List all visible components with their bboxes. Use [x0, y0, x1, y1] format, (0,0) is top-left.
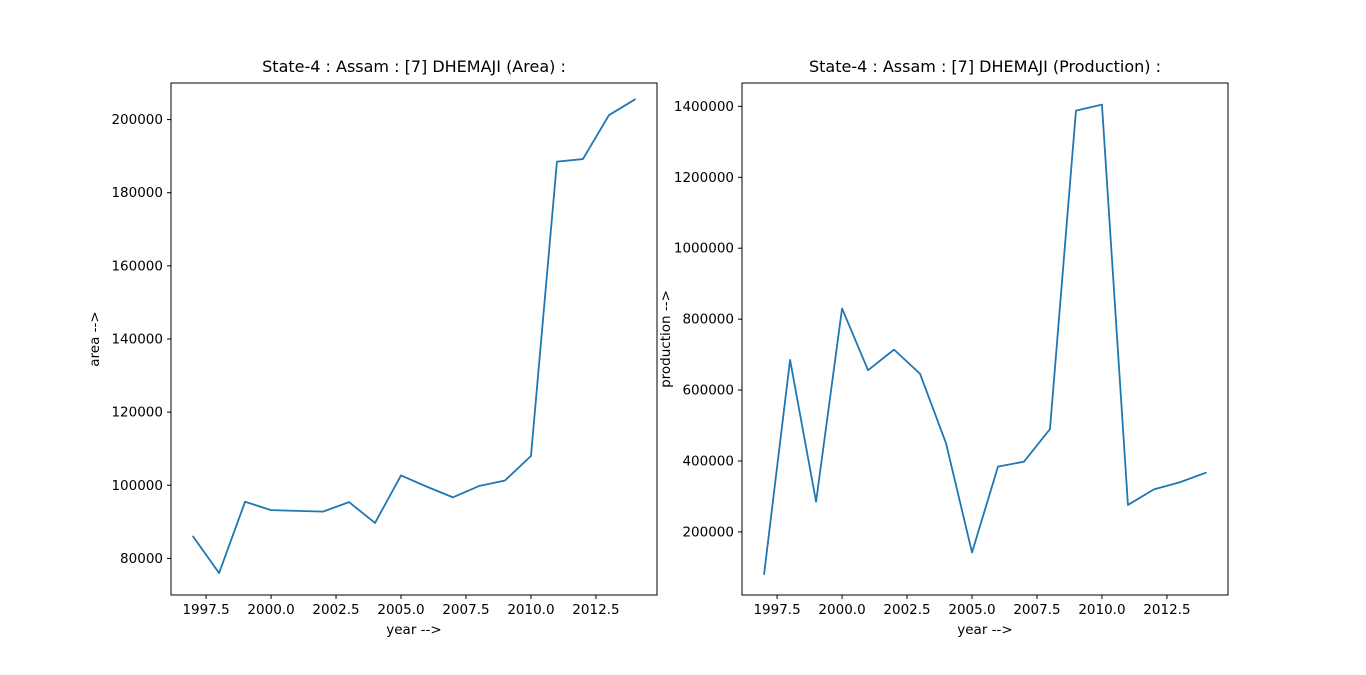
- x-tick-label: 2007.5: [442, 602, 489, 618]
- y-tick-label: 200000: [111, 112, 163, 128]
- area-y-axis-ticks: 80000 100000 120000 140000 160000 180000 20000…: [111, 112, 171, 567]
- area-plot-border: [170, 82, 658, 596]
- y-tick-label: 1200000: [674, 170, 734, 186]
- y-tick-label: 800000: [682, 312, 734, 328]
- area-chart: State-4 : Assam : [7] DHEMAJI (Area) : 1…: [87, 57, 658, 638]
- area-chart-title: State-4 : Assam : [7] DHEMAJI (Area) :: [262, 57, 566, 76]
- x-tick-label: 2010.0: [507, 602, 554, 618]
- x-tick-label: 2007.5: [1013, 602, 1060, 618]
- x-tick-label: 2002.5: [883, 602, 930, 618]
- y-tick-label: 160000: [111, 258, 163, 274]
- production-plot-border: [741, 82, 1229, 596]
- x-tick-label: 2012.5: [1143, 602, 1190, 618]
- y-tick-label: 180000: [111, 185, 163, 201]
- production-chart: State-4 : Assam : [7] DHEMAJI (Productio…: [658, 57, 1229, 638]
- y-tick-label: 1000000: [674, 241, 734, 257]
- y-tick-label: 80000: [120, 551, 163, 567]
- x-tick-label: 2000.0: [818, 602, 865, 618]
- production-x-axis-label: year -->: [957, 622, 1012, 638]
- y-tick-label: 120000: [111, 405, 163, 421]
- production-y-axis-ticks: 200000 400000 600000 800000 1000000 1200000 14…: [674, 99, 742, 540]
- area-series-line: [192, 98, 636, 574]
- x-tick-label: 2010.0: [1078, 602, 1125, 618]
- production-x-axis-ticks: 1997.5 2000.0 2002.5 2005.0 2007.5 2010.0 2012…: [753, 595, 1191, 618]
- x-tick-label: 2000.0: [247, 602, 294, 618]
- y-tick-label: 1400000: [674, 99, 734, 115]
- y-tick-label: 140000: [111, 332, 163, 348]
- y-tick-label: 400000: [682, 453, 734, 469]
- x-tick-label: 2005.0: [377, 602, 424, 618]
- x-tick-label: 2005.0: [948, 602, 995, 618]
- y-tick-label: 200000: [682, 524, 734, 540]
- production-series-line: [763, 103, 1207, 575]
- y-tick-label: 100000: [111, 478, 163, 494]
- x-tick-label: 2012.5: [572, 602, 619, 618]
- y-tick-label: 600000: [682, 383, 734, 399]
- area-x-axis-label: year -->: [386, 622, 441, 638]
- area-y-axis-label: area -->: [87, 311, 103, 366]
- production-y-axis-label: production -->: [658, 290, 674, 388]
- x-tick-label: 1997.5: [182, 602, 229, 618]
- production-chart-title: State-4 : Assam : [7] DHEMAJI (Productio…: [809, 57, 1161, 76]
- x-tick-label: 1997.5: [753, 602, 800, 618]
- x-tick-label: 2002.5: [312, 602, 359, 618]
- area-x-axis-ticks: 1997.5 2000.0 2002.5 2005.0 2007.5 2010.0 2012…: [182, 595, 620, 618]
